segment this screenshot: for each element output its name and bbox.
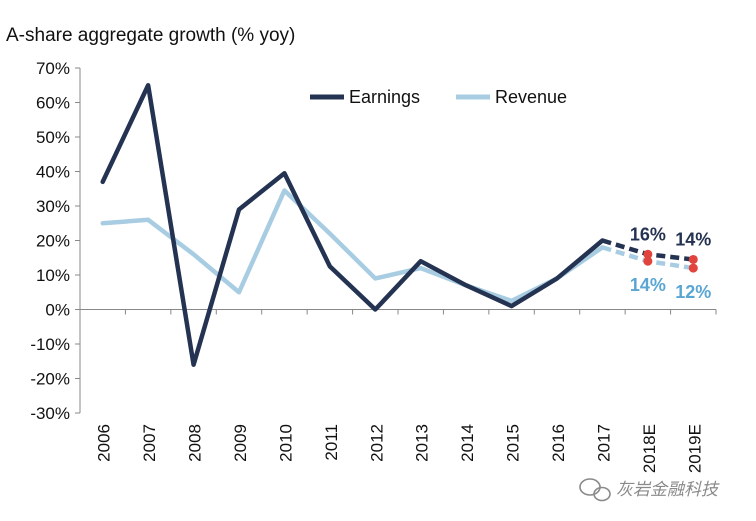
- y-tick-label: 20%: [36, 232, 70, 251]
- data-labels: 16% 14% 14% 12%: [630, 224, 711, 302]
- forecast-markers: [643, 249, 698, 273]
- series-line-revenue: [100, 188, 605, 304]
- y-tick-label: 30%: [36, 197, 70, 216]
- y-tick-label: -30%: [30, 404, 70, 423]
- y-tick-label: -10%: [30, 335, 70, 354]
- point-marker-revenue: [688, 263, 698, 273]
- legend-label-earnings: Earnings: [349, 87, 420, 107]
- y-tick-label: 70%: [36, 59, 70, 78]
- x-tick-label: 2017: [594, 424, 613, 462]
- legend-label-revenue: Revenue: [495, 87, 567, 107]
- point-marker-earnings: [643, 249, 653, 259]
- y-tick-label: 60%: [36, 94, 70, 113]
- data-label: 12%: [675, 282, 711, 302]
- legend: Earnings Revenue: [310, 87, 567, 107]
- watermark-text: 灰岩金融科技: [616, 480, 720, 500]
- y-tick-label: -20%: [30, 370, 70, 389]
- x-tick-label: 2010: [276, 424, 295, 462]
- x-tick-label: 2006: [95, 424, 114, 462]
- wechat-icon: [579, 478, 611, 502]
- x-tick-label: 2008: [186, 424, 205, 462]
- x-tick-label: 2009: [231, 424, 250, 462]
- x-tick-label: 2013: [413, 424, 432, 462]
- x-tick-label: 2012: [367, 424, 386, 462]
- x-tick-label: 2016: [549, 424, 568, 462]
- data-label: 16%: [630, 224, 666, 244]
- series-line-earnings: [100, 83, 605, 367]
- point-marker-revenue: [643, 256, 653, 266]
- chart-title: A-share aggregate growth (% yoy): [6, 25, 295, 46]
- x-tick-label: 2018E: [640, 424, 659, 473]
- x-tick-label: 2019E: [685, 424, 704, 473]
- series-lines: [100, 83, 694, 367]
- data-label: 14%: [675, 229, 711, 249]
- x-tick-label: 2011: [322, 424, 341, 461]
- y-tick-label: 50%: [36, 128, 70, 147]
- y-tick-label: 0%: [45, 301, 70, 320]
- y-tick-label: 10%: [36, 266, 70, 285]
- point-marker-earnings: [688, 254, 698, 264]
- x-tick-label: 2007: [140, 424, 159, 462]
- x-tick-label: 2015: [504, 424, 523, 462]
- watermark: 灰岩金融科技: [579, 478, 720, 502]
- x-tick-label: 2014: [458, 424, 477, 462]
- data-label: 14%: [630, 275, 666, 295]
- y-tick-label: 40%: [36, 163, 70, 182]
